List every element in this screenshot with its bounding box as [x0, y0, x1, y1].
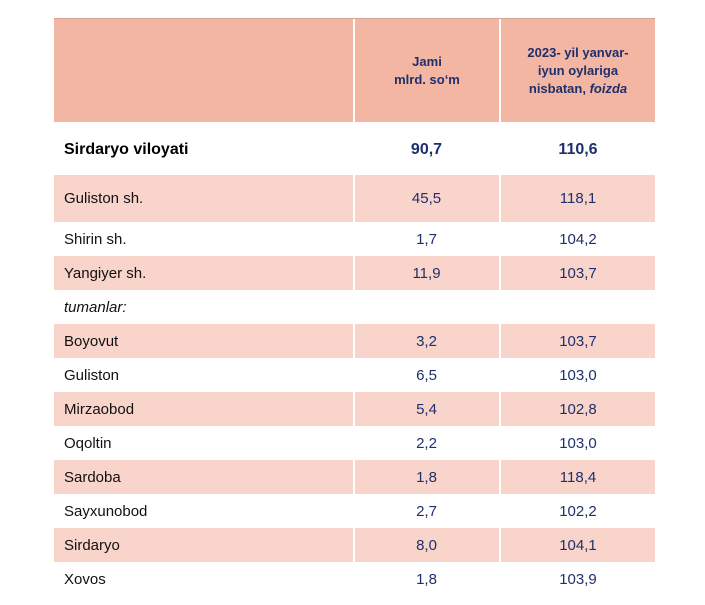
row-percent: 102,8: [559, 400, 597, 418]
header-divider: [499, 19, 501, 122]
row-name: Boyovut: [64, 332, 119, 350]
table-row: Guliston sh. 45,5 118,1: [54, 175, 655, 222]
row-total: 1,8: [416, 468, 437, 486]
row-percent: 118,4: [559, 468, 597, 486]
header-total-column: Jami mlrd. so‘m: [355, 19, 499, 122]
districts-label-row: tumanlar:: [54, 290, 655, 324]
header-percent-line2: iyun oylariga: [537, 62, 619, 78]
districts-label: tumanlar:: [64, 298, 127, 316]
table-row: Shirin sh. 1,7 104,2: [54, 222, 655, 256]
table-row: Guliston 6,5 103,0: [54, 358, 655, 392]
statistics-table: Jami mlrd. so‘m 2023- yil yanvar- iyun o…: [54, 18, 655, 596]
row-percent: 104,2: [559, 230, 597, 248]
row-percent: 118,1: [559, 190, 597, 207]
region-row: Sirdaryo viloyati 90,7 110,6: [54, 128, 655, 172]
header-percent-line3: nisbatan, foizda: [527, 80, 628, 98]
row-percent: 103,0: [559, 366, 597, 384]
row-name: Oqoltin: [64, 434, 112, 452]
header-percent-line3-text: nisbatan,: [528, 80, 590, 96]
row-percent: 103,9: [559, 570, 597, 588]
table-row: Xovos 1,8 103,9: [54, 562, 655, 596]
table-row: Mirzaobod 5,4 102,8: [54, 392, 655, 426]
row-total: 1,7: [416, 230, 437, 248]
row-name: Shirin sh.: [64, 230, 127, 248]
region-percent: 110,6: [558, 141, 598, 158]
header-percent-italic: foizda: [589, 80, 628, 96]
region-name: Sirdaryo viloyati: [64, 141, 189, 158]
table-row: Yangiyer sh. 11,9 103,7: [54, 256, 655, 290]
row-percent: 103,7: [559, 264, 597, 282]
header-divider: [353, 19, 355, 122]
row-name: Guliston: [64, 366, 120, 384]
table-row: Sardoba 1,8 118,4: [54, 460, 655, 494]
row-total: 1,8: [416, 570, 437, 588]
header-percent-line1: 2023- yil yanvar-: [527, 44, 629, 60]
row-percent: 103,0: [559, 434, 597, 452]
header-percent-column: 2023- yil yanvar- iyun oylariga nisbatan…: [501, 19, 655, 122]
row-total: 11,9: [412, 264, 441, 282]
row-name: Guliston sh.: [64, 190, 144, 207]
table-row: Sayxunobod 2,7 102,2: [54, 494, 655, 528]
region-total: 90,7: [410, 141, 443, 158]
row-total: 45,5: [411, 190, 442, 207]
row-name: Sirdaryo: [64, 536, 120, 554]
row-total: 2,7: [416, 502, 437, 520]
table-row: Boyovut 3,2 103,7: [54, 324, 655, 358]
row-total: 5,4: [416, 400, 437, 418]
row-total: 3,2: [416, 332, 437, 350]
row-total: 2,2: [416, 434, 437, 452]
row-name: Xovos: [64, 570, 106, 588]
row-name: Sardoba: [64, 468, 121, 486]
row-percent: 102,2: [559, 502, 597, 520]
row-name: Mirzaobod: [64, 400, 135, 418]
row-total: 6,5: [416, 366, 437, 384]
row-name: Yangiyer sh.: [64, 264, 147, 282]
row-total: 8,0: [416, 536, 437, 554]
table-row: Oqoltin 2,2 103,0: [54, 426, 655, 460]
table-row: Sirdaryo 8,0 104,1: [54, 528, 655, 562]
header-total-line1: Jami: [412, 53, 442, 69]
row-name: Sayxunobod: [64, 502, 148, 520]
row-percent: 103,7: [559, 332, 597, 350]
header-total-line2: mlrd. so‘m: [394, 71, 460, 87]
row-percent: 104,1: [559, 536, 597, 554]
table-header: Jami mlrd. so‘m 2023- yil yanvar- iyun o…: [54, 18, 655, 122]
